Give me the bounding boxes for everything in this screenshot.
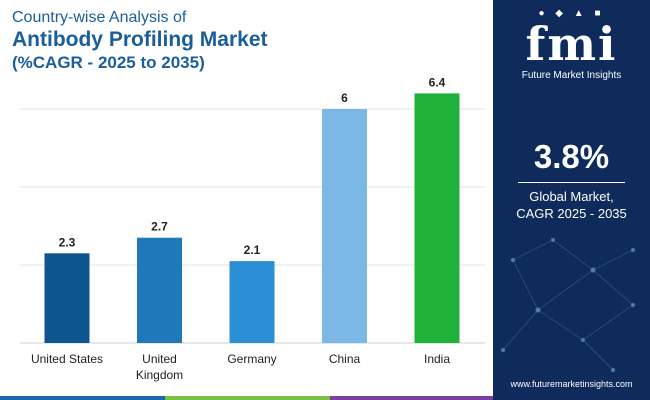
brand-logo: ● ◆ ▲ ■ fmi Future Market Insights <box>493 8 650 81</box>
x-tick-label: China <box>329 352 361 366</box>
title-line-1: Country-wise Analysis of <box>12 9 187 26</box>
bar-germany <box>229 261 275 343</box>
panel-divider <box>518 182 625 183</box>
bar-united-kingdom <box>137 237 182 343</box>
bar-china <box>322 109 367 343</box>
side-panel: ● ◆ ▲ ■ fmi Future Market Insights 3.8% … <box>493 0 650 400</box>
x-tick-label: Germany <box>227 352 276 366</box>
x-tick-label: United States <box>31 352 103 366</box>
data-label: 2.3 <box>59 235 76 249</box>
x-tick-label: India <box>424 352 450 366</box>
chart-title-block: Country-wise Analysis of Antibody Profil… <box>12 8 268 73</box>
cagr-caption: Global Market, CAGR 2025 - 2035 <box>493 188 650 222</box>
brand-name: Future Market Insights <box>521 70 622 81</box>
data-label: 6 <box>341 91 348 105</box>
title-line-2: Antibody Profiling Market <box>12 28 268 51</box>
footer-bar-green <box>165 396 330 400</box>
footer-bar-blue <box>0 396 165 400</box>
data-label: 6.4 <box>429 75 446 89</box>
bar-india <box>414 93 460 344</box>
x-tick-label: United <box>142 352 177 366</box>
data-label: 2.7 <box>151 220 168 234</box>
cagr-caption-line-2: CAGR 2025 - 2035 <box>516 206 627 221</box>
website-url[interactable]: www.futuremarketinsights.com <box>510 379 633 389</box>
cagr-caption-line-1: Global Market, <box>529 189 614 204</box>
title-line-3: (%CAGR - 2025 to 2035) <box>12 53 205 72</box>
logo-icons: ● ◆ ▲ ■ <box>538 8 605 19</box>
data-label: 2.1 <box>244 243 261 257</box>
bar-chart: 2.3 United States 2.7 United Kingdom 2.1 Germa… <box>20 75 485 382</box>
global-cagr-value: 3.8% <box>533 138 610 175</box>
footer-bar-purple <box>330 396 493 400</box>
network-decoration <box>500 237 636 373</box>
brand-word: fmi <box>525 17 618 71</box>
x-tick-label: Kingdom <box>136 368 183 382</box>
bar-united-states <box>44 253 90 343</box>
